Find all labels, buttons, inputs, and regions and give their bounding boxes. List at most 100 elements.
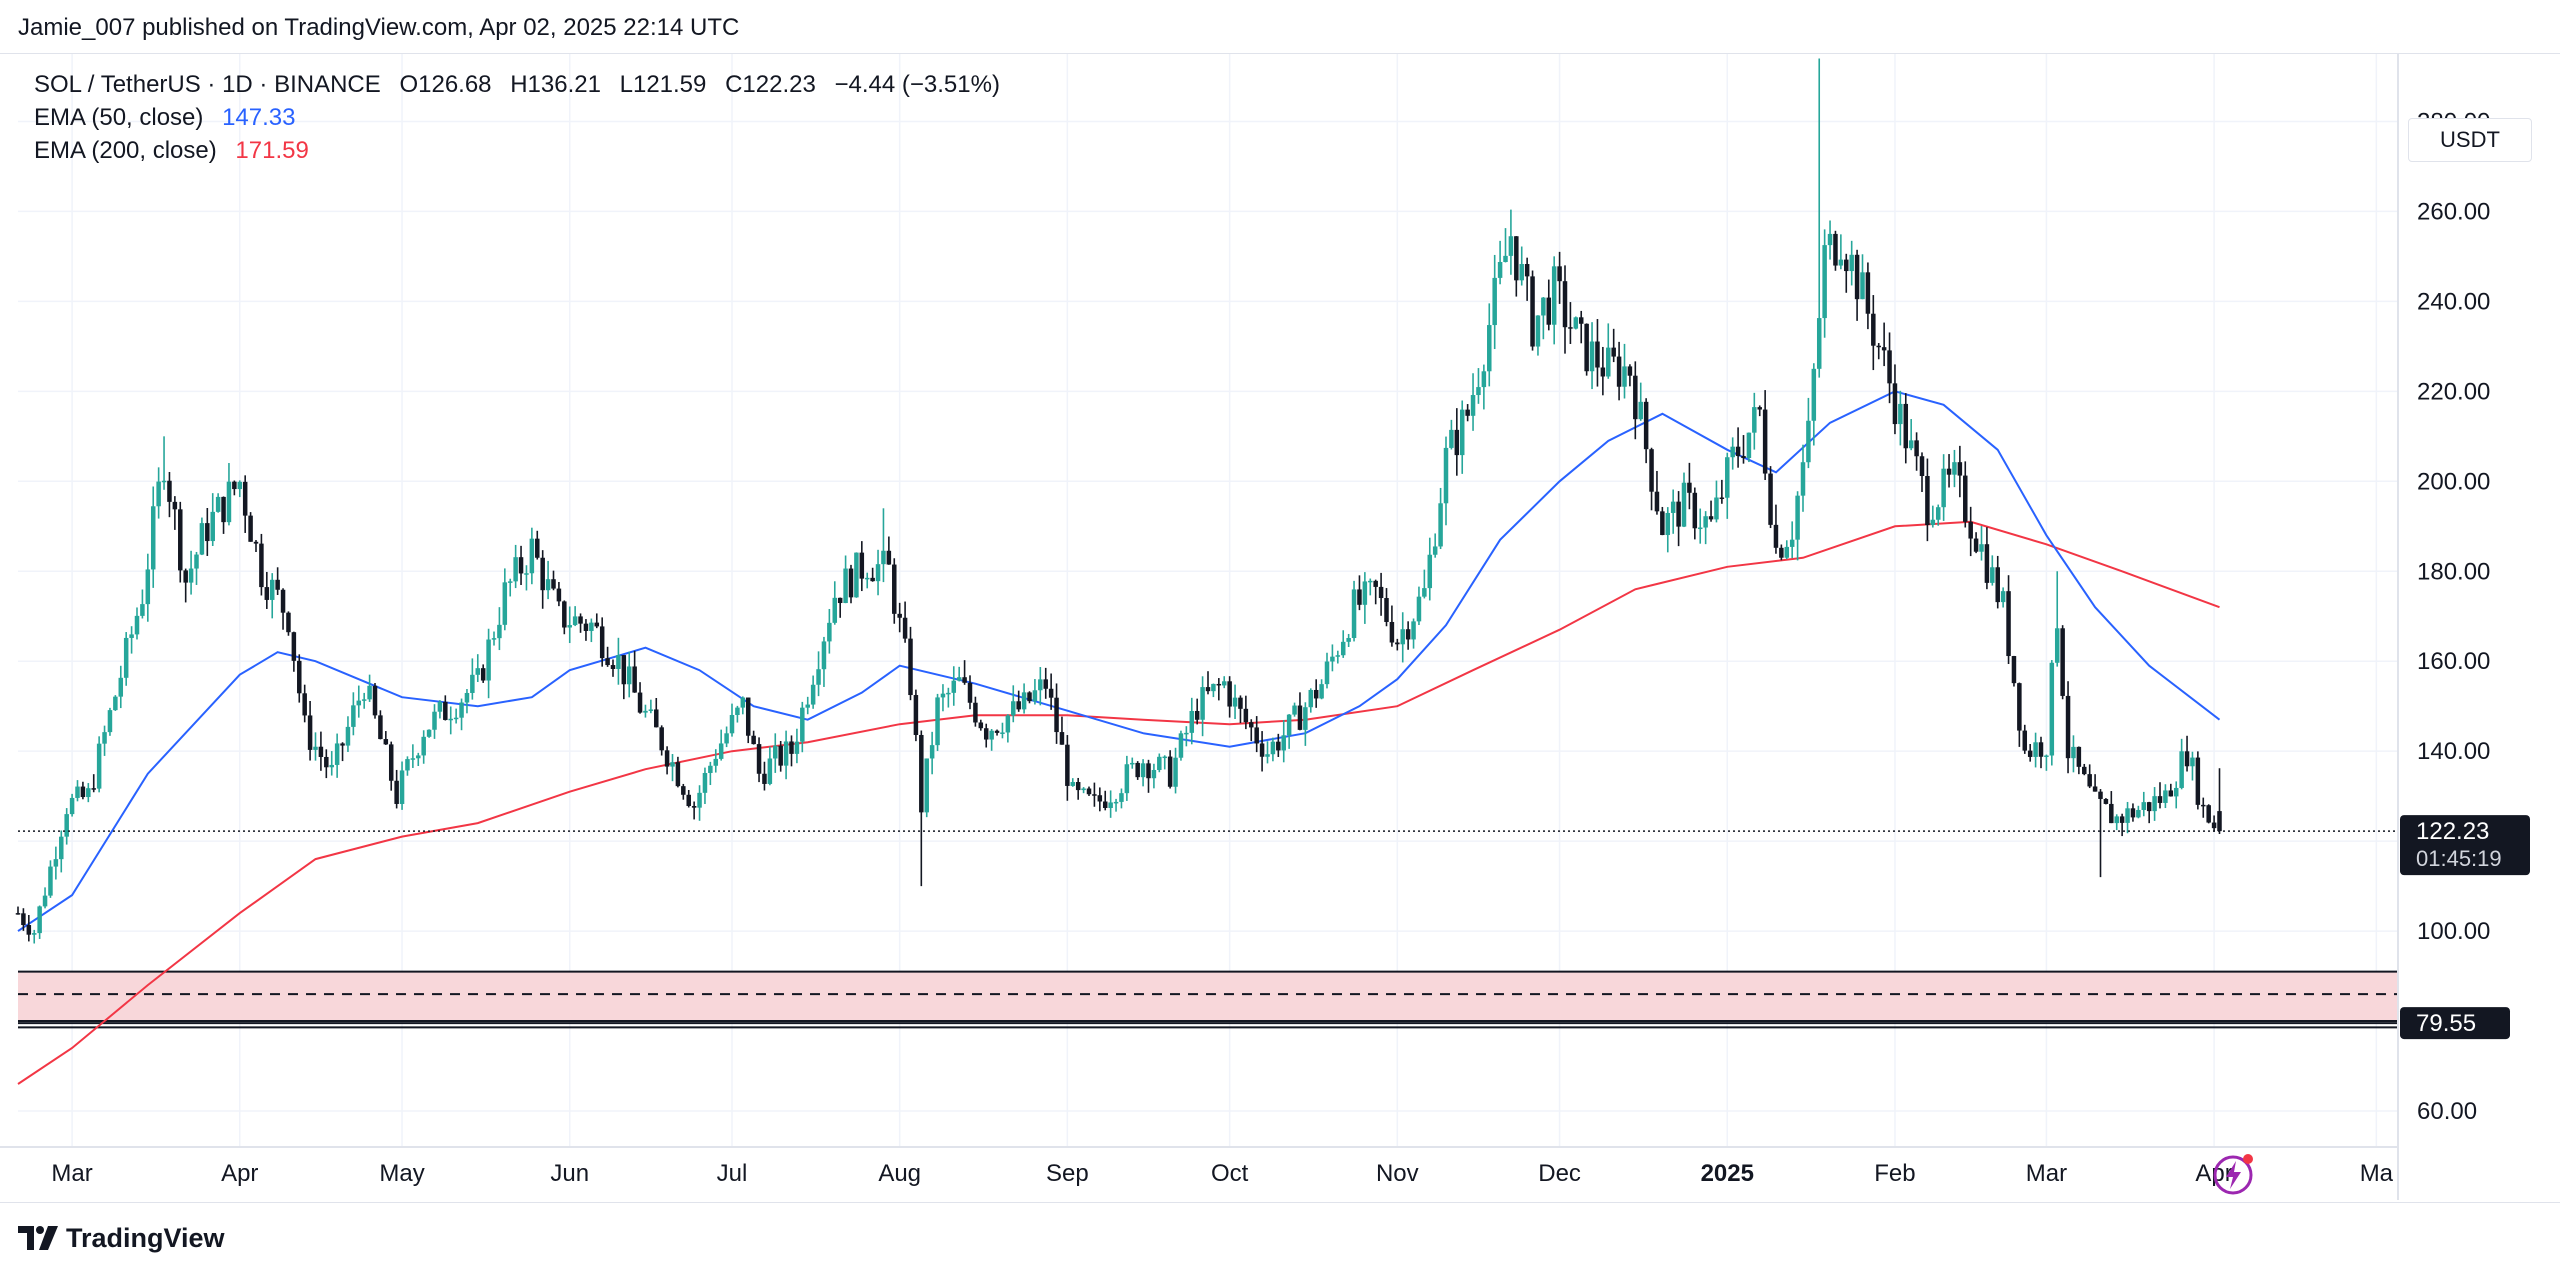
candle-body bbox=[64, 814, 69, 837]
symbol-row[interactable]: SOL / TetherUS · 1D · BINANCE O126.68 H1… bbox=[34, 68, 1000, 101]
candle bbox=[805, 696, 810, 715]
ema200-path bbox=[17, 520, 2220, 1085]
candle-body bbox=[1865, 272, 1871, 314]
lightning-bolt-icon[interactable] bbox=[2213, 1151, 2257, 1195]
candle-body bbox=[1119, 793, 1124, 802]
candle bbox=[345, 716, 351, 752]
candle-body bbox=[394, 780, 399, 804]
candle bbox=[756, 737, 762, 783]
candle bbox=[237, 480, 243, 498]
candle bbox=[480, 664, 486, 683]
candle bbox=[172, 496, 178, 530]
candle bbox=[388, 741, 394, 791]
candle bbox=[1124, 755, 1130, 801]
candle-body bbox=[718, 743, 724, 759]
candle bbox=[643, 704, 648, 718]
candle bbox=[1443, 436, 1449, 526]
candle-body bbox=[1297, 705, 1303, 730]
candle-body bbox=[1178, 733, 1184, 758]
candle-body bbox=[1795, 495, 1800, 540]
candle bbox=[919, 730, 924, 887]
candle bbox=[475, 654, 481, 682]
candle-body bbox=[280, 589, 286, 613]
candle-body bbox=[1908, 440, 1914, 449]
candle-body bbox=[361, 699, 367, 701]
candle bbox=[735, 705, 740, 723]
candle-body bbox=[69, 797, 75, 815]
currency-button[interactable]: USDT bbox=[2408, 118, 2532, 162]
candle bbox=[291, 631, 297, 672]
ema50-label[interactable]: EMA (50, close) bbox=[34, 104, 204, 131]
candle bbox=[1795, 491, 1800, 561]
candle bbox=[1643, 398, 1649, 464]
zone-fill bbox=[18, 971, 2398, 1022]
candle-body bbox=[567, 625, 572, 628]
candle-body bbox=[594, 622, 600, 627]
candle bbox=[1281, 720, 1286, 763]
candle-body bbox=[2033, 742, 2038, 757]
candle bbox=[361, 692, 367, 709]
candle bbox=[535, 530, 540, 560]
candle-body bbox=[367, 685, 372, 700]
candle-body bbox=[199, 523, 205, 555]
candle bbox=[1557, 251, 1562, 304]
candle bbox=[762, 761, 767, 791]
candle bbox=[2022, 724, 2028, 754]
candle bbox=[96, 736, 102, 793]
candle bbox=[432, 704, 437, 739]
candle-body bbox=[724, 733, 729, 744]
candle bbox=[1589, 322, 1595, 390]
candle-body bbox=[1249, 722, 1254, 728]
candle bbox=[1881, 322, 1887, 367]
candle-body bbox=[1806, 420, 1811, 463]
symbol-label[interactable]: SOL / TetherUS · 1D · BINANCE bbox=[34, 71, 381, 98]
candle-body bbox=[767, 758, 773, 784]
candle-body bbox=[1670, 501, 1676, 513]
candle bbox=[935, 693, 940, 751]
x-tick-label: Jul bbox=[717, 1160, 748, 1187]
x-tick-label: Nov bbox=[1376, 1160, 1419, 1187]
candle-body bbox=[1108, 802, 1113, 808]
candle bbox=[1313, 679, 1319, 708]
candle-body bbox=[605, 658, 610, 666]
candle-body bbox=[1687, 482, 1692, 493]
candle bbox=[1757, 405, 1762, 417]
ema200-label[interactable]: EMA (200, close) bbox=[34, 137, 217, 164]
candle bbox=[978, 719, 984, 731]
tradingview-logo[interactable]: TradingView bbox=[18, 1223, 225, 1253]
candle-body bbox=[448, 718, 453, 721]
candle bbox=[567, 606, 572, 644]
candle-body bbox=[1221, 681, 1227, 686]
candle-body bbox=[59, 836, 64, 860]
candle bbox=[2163, 784, 2168, 809]
ema50-row[interactable]: EMA (50, close) 147.33 bbox=[34, 101, 1000, 134]
candle bbox=[1973, 532, 1979, 554]
candle-body bbox=[1838, 259, 1844, 266]
candle-body bbox=[1470, 395, 1476, 416]
ema200-row[interactable]: EMA (200, close) 171.59 bbox=[34, 134, 1000, 167]
candle bbox=[167, 471, 172, 518]
candle-body bbox=[1741, 456, 1746, 459]
candle bbox=[2092, 774, 2098, 792]
price-chart[interactable]: 60.00 100.00 140.00 160.00 180.00 200.00 220.0… bbox=[0, 54, 2560, 1200]
candle bbox=[1725, 452, 1730, 519]
candle bbox=[1384, 588, 1389, 627]
candle-body bbox=[453, 717, 459, 720]
candle bbox=[1530, 270, 1535, 351]
candle bbox=[1606, 323, 1611, 379]
candle-body bbox=[1990, 567, 1995, 583]
candle bbox=[205, 508, 210, 556]
candle-body bbox=[2076, 746, 2082, 767]
candle-body bbox=[1319, 684, 1324, 699]
candle bbox=[2190, 751, 2195, 781]
chart-frame[interactable]: 60.00 100.00 140.00 160.00 180.00 200.00 220.0… bbox=[0, 54, 2560, 1200]
candle-body bbox=[1243, 708, 1249, 723]
candle-body bbox=[242, 481, 248, 516]
candle bbox=[1346, 633, 1351, 648]
candle-body bbox=[1871, 313, 1876, 346]
candle-body bbox=[188, 568, 194, 583]
candle bbox=[821, 636, 827, 687]
candle-body bbox=[697, 792, 702, 808]
candle-body bbox=[356, 700, 362, 706]
candle bbox=[1189, 697, 1195, 745]
